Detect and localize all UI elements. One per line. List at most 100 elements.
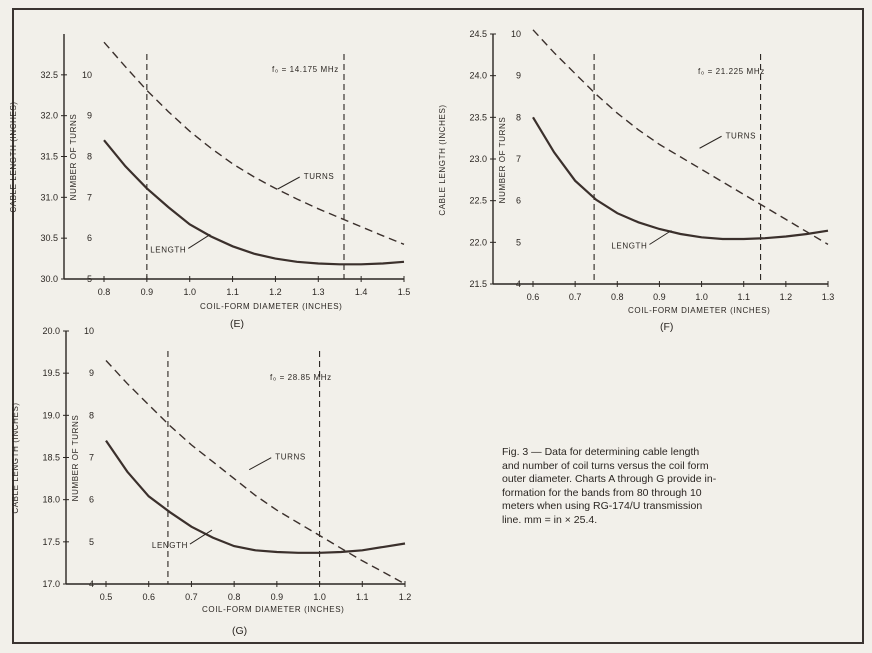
y-left-tick-label: 23.5 [469,112,487,122]
y-right-tick-label: 4 [89,579,94,589]
x-tick-label: 0.5 [100,592,113,602]
caption-line: and number of coil turns versus the coil… [502,459,709,472]
x-tick-label: 0.9 [141,287,154,297]
x-tick-label: 0.7 [185,592,198,602]
frequency-annotation: f₀ = 28.85 MHz [270,373,332,382]
series-turns-line [105,360,406,585]
figure-caption: Fig. 3 — Data for determining cable leng… [502,446,752,527]
y-right-tick-label: 6 [87,233,92,243]
y-right-tick-label: 5 [87,274,92,284]
series-turns-line [103,41,405,245]
y-left-tick-label: 32.0 [40,111,58,121]
y-right-tick-label: 5 [516,237,521,247]
chart-panel: 17.0 17.5 18.0 18.5 19.0 19.5 20.0 4 5 6 7 8 9 10 0.5 0… [11,326,411,637]
y-right-axis-label: NUMBER OF TURNS [71,415,80,502]
y-left-tick-label: 17.5 [42,537,60,547]
caption-line: Fig. 3 — Data for determining cable leng… [502,446,700,458]
x-tick-label: 0.8 [98,287,111,297]
y-left-tick-label: 32.5 [40,70,58,80]
y-right-tick-label: 9 [87,111,92,121]
y-right-tick-label: 7 [516,154,521,164]
panel-label: (G) [232,625,247,637]
y-left-tick-label: 30.5 [40,233,58,243]
caption-line: line. mm = in × 25.4. [502,513,598,526]
panel-label: (F) [660,321,673,333]
x-tick-label: 1.2 [399,592,412,602]
series-label-length: LENGTH [611,242,647,251]
x-tick-label: 0.6 [527,292,540,302]
panel-label: (E) [230,318,244,330]
series-length-line [103,139,405,266]
series-label-length: LENGTH [152,541,188,550]
y-left-tick-label: 24.5 [469,29,487,39]
y-left-axis-label: CABLE LENGTH (INCHES) [438,104,447,215]
y-right-tick-label: 6 [516,196,521,206]
y-left-tick-label: 18.0 [42,495,60,505]
y-right-tick-label: 8 [89,410,94,420]
x-tick-label: 0.8 [228,592,241,602]
x-axis-label: COIL-FORM DIAMETER (INCHES) [628,306,770,315]
x-tick-label: 1.3 [822,292,835,302]
y-right-axis-label: NUMBER OF TURNS [498,117,507,204]
y-right-tick-label: 7 [87,192,92,202]
caption-line: formation for the bands from 80 through … [502,486,702,499]
x-axis-label: COIL-FORM DIAMETER (INCHES) [200,302,342,311]
x-tick-label: 1.1 [356,592,369,602]
turns-leader [277,176,300,190]
x-tick-label: 1.1 [226,287,239,297]
x-tick-label: 0.6 [142,592,155,602]
y-left-tick-label: 17.0 [42,579,60,589]
caption-line: meters when using RG-174/U transmission [502,500,703,512]
series-length-line [105,439,406,554]
series-label-turns: TURNS [726,131,757,140]
length-leader [188,233,211,249]
x-tick-label: 1.4 [355,287,368,297]
series-label-turns: TURNS [304,172,335,181]
y-right-tick-label: 8 [87,152,92,162]
y-right-tick-label: 10 [84,326,94,336]
x-tick-label: 1.0 [183,287,196,297]
y-right-tick-label: 5 [89,537,94,547]
y-left-axis-label: CABLE LENGTH (INCHES) [11,402,20,513]
figure-frame [12,8,864,644]
x-tick-label: 0.8 [611,292,624,302]
frequency-annotation: f₀ = 14.175 MHz [272,65,339,74]
series-label-turns: TURNS [275,453,306,462]
y-left-tick-label: 20.0 [42,326,60,336]
series-length-line [532,116,829,241]
x-tick-label: 1.0 [313,592,326,602]
y-right-tick-label: 10 [82,70,92,80]
x-tick-label: 1.0 [695,292,708,302]
x-tick-label: 1.2 [780,292,793,302]
frequency-annotation: f₀ = 21.225 MHz [698,67,765,76]
x-axis-label: COIL-FORM DIAMETER (INCHES) [202,605,344,614]
x-tick-label: 1.3 [312,287,325,297]
y-left-tick-label: 23.0 [469,154,487,164]
x-tick-label: 1.1 [737,292,750,302]
y-left-tick-label: 31.5 [40,152,58,162]
chart-panel: 21.5 22.0 22.5 23.0 23.5 24.0 24.5 4 5 6 7 8 9 10 0.6 0… [438,29,834,333]
y-right-tick-label: 6 [89,495,94,505]
y-right-tick-label: 7 [89,453,94,463]
length-leader [189,529,213,545]
chart-panel: 30.0 30.5 31.0 31.5 32.0 32.5 5 6 7 8 9 10 0.8 0.9 1.0… [9,34,410,330]
y-left-tick-label: 21.5 [469,279,487,289]
x-tick-label: 1.2 [269,287,282,297]
y-left-tick-label: 19.5 [42,368,60,378]
caption-line: outer diameter. Charts A through G provi… [502,473,717,485]
y-right-axis-label: NUMBER OF TURNS [69,114,78,201]
y-right-tick-label: 4 [516,279,521,289]
x-tick-label: 0.9 [653,292,666,302]
y-left-tick-label: 18.5 [42,453,60,463]
y-right-tick-label: 9 [89,368,94,378]
y-left-tick-label: 22.0 [469,237,487,247]
x-tick-label: 0.9 [271,592,284,602]
series-label-length: LENGTH [150,245,186,254]
y-left-tick-label: 31.0 [40,192,58,202]
y-left-tick-label: 22.5 [469,196,487,206]
y-left-tick-label: 19.0 [42,410,60,420]
y-left-axis-label: CABLE LENGTH (INCHES) [9,101,18,212]
length-leader [649,230,672,245]
y-left-tick-label: 24.0 [469,71,487,81]
